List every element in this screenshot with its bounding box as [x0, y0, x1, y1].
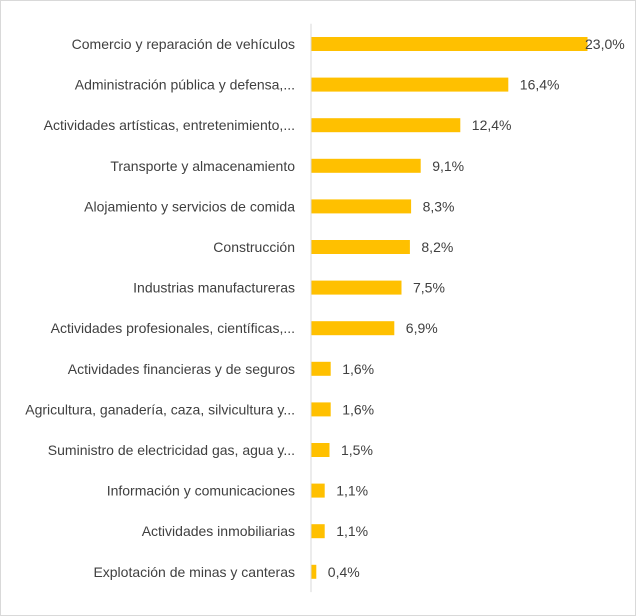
category-label-2: Administración pública y defensa,...: [75, 77, 295, 93]
value-label-5: 8,3%: [423, 198, 455, 214]
bar-7: [311, 280, 402, 295]
bar-3: [311, 118, 461, 133]
category-label-7: Industrias manufactureras: [133, 280, 295, 296]
bar-10: [311, 402, 331, 417]
value-label-10: 1,6%: [342, 401, 374, 417]
category-labels-layer: Comercio y reparación de vehículos Admini…: [25, 36, 295, 580]
value-label-9: 1,6%: [342, 361, 374, 377]
value-label-3: 12,4%: [472, 117, 512, 133]
bar-4: [311, 158, 421, 173]
value-label-4: 9,1%: [432, 158, 464, 174]
category-label-12: Información y comunicaciones: [107, 483, 295, 499]
category-label-9: Actividades financieras y de seguros: [68, 361, 295, 377]
bar-13: [311, 524, 325, 539]
category-label-3: Actividades artísticas, entretenimiento,…: [44, 117, 295, 133]
bar-11: [311, 443, 330, 457]
bar-1: [311, 37, 588, 51]
bar-8: [311, 321, 395, 336]
category-label-10: Agricultura, ganadería, caza, silvicultu…: [25, 401, 295, 417]
bar-6: [311, 240, 410, 254]
value-label-13: 1,1%: [336, 523, 368, 539]
category-label-4: Transporte y almacenamiento: [110, 158, 295, 174]
bar-9: [311, 361, 331, 376]
bar-14: [311, 564, 317, 579]
value-label-6: 8,2%: [421, 239, 453, 255]
value-labels-layer: 23,0% 16,4% 12,4% 9,1% 8,3% 8,2% 7,5% 6,9% 1,6% 1…: [328, 36, 625, 580]
value-label-14: 0,4%: [328, 564, 360, 580]
value-label-2: 16,4%: [520, 77, 560, 93]
category-label-11: Suministro de electricidad gas, agua y..…: [48, 442, 295, 458]
value-label-12: 1,1%: [336, 483, 368, 499]
category-label-5: Alojamiento y servicios de comida: [84, 198, 295, 214]
bar-2: [311, 77, 509, 92]
bar-12: [311, 483, 325, 498]
category-label-1: Comercio y reparación de vehículos: [72, 36, 295, 52]
category-label-8: Actividades profesionales, científicas,.…: [51, 320, 295, 336]
category-label-13: Actividades inmobiliarias: [142, 523, 295, 539]
category-label-6: Construcción: [213, 239, 295, 255]
bar-5: [311, 199, 412, 214]
value-label-1: 23,0%: [585, 36, 625, 52]
value-label-11: 1,5%: [341, 442, 373, 458]
value-label-8: 6,9%: [406, 320, 438, 336]
bars-layer: [311, 37, 588, 579]
category-label-14: Explotación de minas y canteras: [93, 564, 295, 580]
value-label-7: 7,5%: [413, 280, 445, 296]
